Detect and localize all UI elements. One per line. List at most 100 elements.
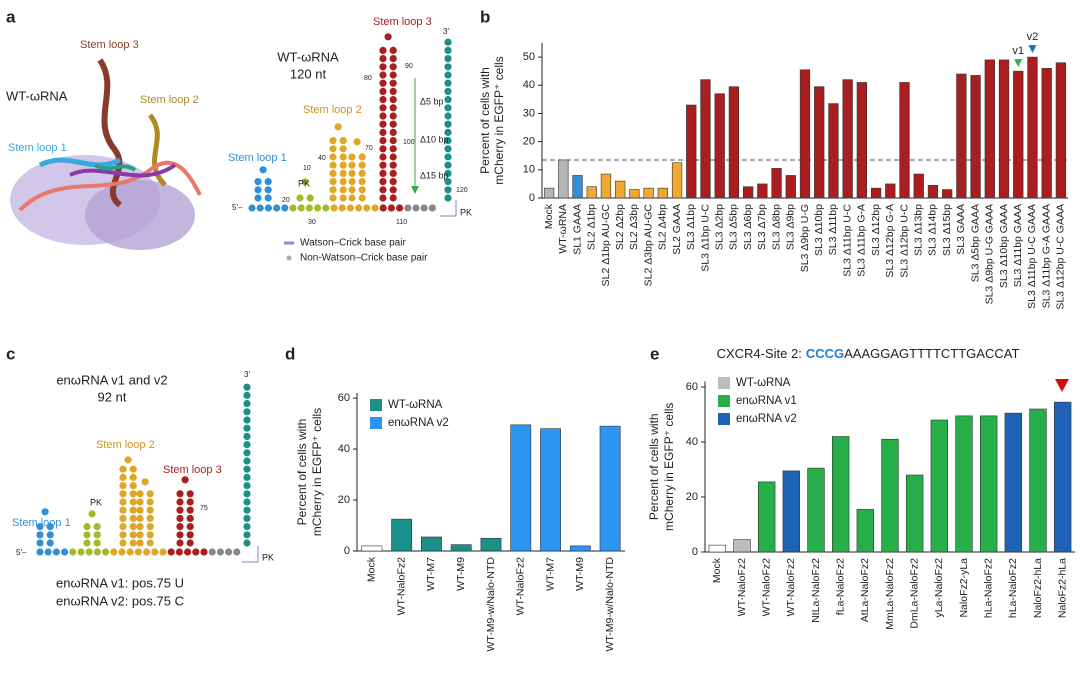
nucleotide (339, 194, 347, 202)
nucleotide (379, 137, 387, 145)
nucleotide (176, 539, 184, 547)
bar (586, 186, 597, 199)
x-tick-label: SL3 Δ11bp U-C GAAA (1026, 204, 1038, 309)
nucleotide (175, 548, 183, 556)
position-label: 10 (303, 165, 311, 172)
bar (700, 79, 711, 199)
nucleotide (384, 33, 392, 41)
y-tick-label: 0 (529, 192, 535, 204)
nucleotide (243, 408, 251, 416)
nucleotide (329, 178, 337, 186)
nucleotide (256, 204, 264, 212)
highlight-marker (1055, 379, 1069, 392)
nucleotide (358, 153, 366, 161)
x-tick-label: SL2 Δ1bp AU-GC (600, 204, 612, 287)
y-axis-label: mCherry in EGFP⁺ cells (662, 403, 676, 531)
variant-note: enωRNA v1: pos.75 U (56, 575, 184, 590)
nucleotide (129, 482, 137, 490)
nucleotide (358, 178, 366, 186)
nucleotide (348, 161, 356, 169)
nucleotide (389, 79, 397, 87)
x-tick-label: NaloFz2-hLa (1032, 558, 1044, 618)
pk-bracket (242, 546, 259, 563)
x-tick-label: WT-NaloFz2 (785, 558, 797, 617)
nucleotide (379, 169, 387, 177)
position-label: 120 (456, 187, 468, 194)
y-tick-label: 20 (686, 491, 698, 503)
nucleotide (254, 178, 262, 186)
nucleotide (146, 514, 154, 523)
panel-label: a (6, 7, 16, 26)
nucleotide (389, 46, 397, 55)
nucleotide (348, 178, 356, 186)
x-tick-label: WT-NaloFz2 (736, 558, 748, 617)
x-tick-label: fLa-NaloFz2 (834, 558, 846, 615)
title-part: CCCG (806, 346, 844, 361)
nucleotide (358, 194, 366, 202)
x-tick-label: SL1 GAAA (571, 204, 583, 255)
diagram-label: Stem loop 1 (12, 517, 71, 529)
bar (828, 103, 839, 199)
nucleotide (389, 128, 397, 136)
nucleotide (69, 548, 77, 556)
nucleotide (389, 55, 397, 63)
diagram-label: Stem loop 3 (373, 16, 432, 28)
nucleotide (389, 104, 397, 112)
nucleotide (379, 104, 387, 112)
bar (799, 69, 811, 199)
pk-bracket (440, 200, 457, 217)
nucleotide (134, 548, 142, 556)
legend-swatch (718, 413, 730, 425)
nucleotide (186, 531, 194, 539)
x-tick-label: SL2 GAAA (671, 204, 683, 255)
nucleotide (346, 204, 354, 212)
x-tick-label: NtLa-NaloFz2 (810, 558, 822, 623)
x-tick-label: SL3 Δ11bp G-A (856, 204, 868, 277)
nucleotide (389, 145, 397, 153)
nucleotide (444, 71, 452, 79)
annotation-marker (1014, 59, 1023, 68)
nucleotide (389, 137, 397, 145)
nucleotide (129, 506, 137, 514)
position-label: 40 (318, 155, 326, 162)
structure-label: Stem loop 2 (140, 94, 199, 106)
nucleotide (41, 508, 49, 516)
legend-label: enωRNA v2 (736, 413, 797, 425)
bar (714, 93, 725, 199)
nucleotide (379, 194, 387, 202)
nucleotide (330, 204, 338, 212)
panel-label: b (480, 7, 490, 26)
bar (743, 186, 754, 199)
position-label: 30 (308, 219, 316, 226)
nucleotide (379, 55, 387, 63)
nucleotide (119, 498, 127, 506)
nucleotide (186, 506, 194, 514)
nucleotide (254, 194, 262, 202)
end-label: 5′– (16, 548, 27, 557)
nucleotide (186, 523, 194, 531)
nucleotide (46, 539, 54, 547)
nucleotide (192, 548, 200, 556)
nucleotide (297, 204, 305, 212)
bar (757, 183, 768, 199)
nucleotide (243, 531, 251, 539)
nucleotide (93, 531, 101, 539)
nucleotide (379, 96, 387, 104)
nucleotide (146, 498, 154, 506)
x-tick-label: WT-M9 (574, 557, 586, 591)
bar (450, 544, 472, 552)
bar (842, 79, 853, 199)
y-tick-label: 60 (338, 392, 350, 404)
bar (856, 509, 875, 553)
bar (814, 86, 825, 199)
nucleotide (186, 490, 194, 498)
nucleotide (243, 523, 251, 531)
nucleotide (389, 63, 397, 71)
nucleotide (444, 161, 452, 169)
nucleotide (119, 514, 127, 523)
nucleotide (379, 112, 387, 120)
nucleotide (254, 186, 262, 194)
y-axis-label: Percent of cells with (295, 419, 309, 526)
x-tick-label: SL3 Δ15bp (941, 204, 953, 256)
nucleotide (93, 548, 101, 556)
